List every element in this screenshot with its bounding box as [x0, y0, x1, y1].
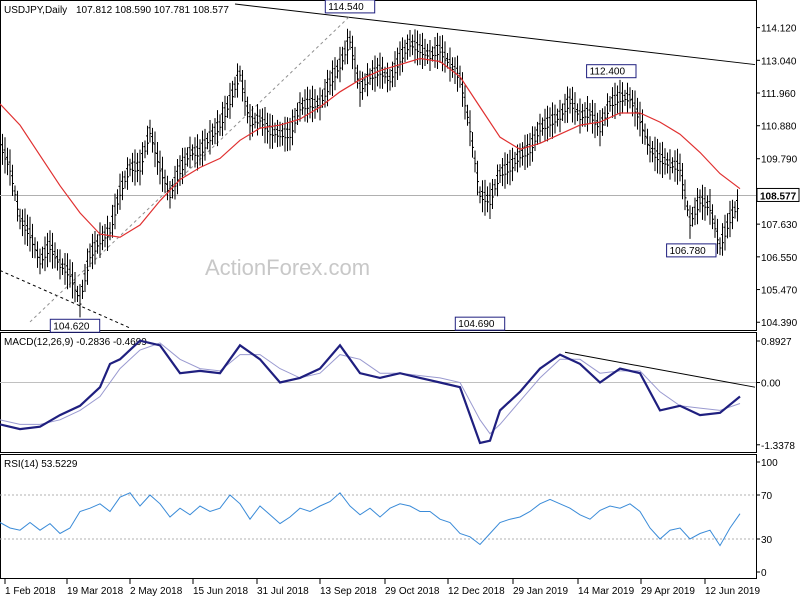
macd-layer: 0.8927 0.00 -1.3378: [0, 337, 795, 452]
rsi-line: [0, 492, 741, 547]
annotation-label: 104.690: [458, 319, 495, 330]
annotation-label: 114.540: [328, 2, 364, 13]
x-tick-label: 13 Sep 2018: [320, 586, 377, 597]
moving-average-line: [0, 57, 741, 238]
ohlc-header: 107.812 108.590 107.781 108.577: [76, 5, 229, 16]
x-tick-label: 29 Apr 2019: [641, 586, 695, 597]
macd-line: [0, 339, 741, 445]
annotation-label: 106.780: [670, 246, 707, 257]
macd-y-tick-label: 0.8927: [761, 337, 792, 348]
macd-header: MACD(12,26,9) -0.2836 -0.4699: [4, 337, 147, 348]
rsi-y-tick-label: 0: [761, 568, 767, 579]
trendline-0: [234, 3, 756, 66]
annotation-box: [324, 0, 376, 14]
x-tick-label: 12 Dec 2018: [448, 586, 505, 597]
rsi-header: RSI(14) 53.5229: [4, 459, 78, 470]
price-layer: 114.540 112.400 104.620 104.690 106.780 114.1…: [0, 0, 800, 333]
last-price-label: 108.577: [760, 191, 797, 202]
last-price-box: [756, 187, 800, 202]
x-tick-label: 15 Jun 2018: [193, 586, 248, 597]
x-tick-label: 1 Feb 2018: [5, 586, 56, 597]
price-y-tick-label: 106.550: [761, 253, 798, 264]
macd-y-tick-label: -1.3378: [761, 441, 795, 452]
x-tick-label: 14 Mar 2019: [578, 586, 635, 597]
trendline-2: [29, 15, 351, 323]
annotation-label: 104.620: [53, 321, 90, 332]
watermark: ActionForex.com: [205, 255, 370, 280]
macd-signal-line: [0, 342, 741, 435]
annotation-box: [586, 64, 637, 79]
annotation-label: 112.400: [590, 67, 626, 78]
rsi-y-tick-label: 30: [761, 535, 773, 546]
axis-layer: 1 Feb 2018 19 Mar 2018 2 May 2018 15 Jun 20…: [4, 579, 760, 597]
price-y-tick-label: 105.470: [761, 286, 798, 297]
x-tick-label: 19 Mar 2018: [67, 586, 124, 597]
annotation-box: [49, 318, 101, 333]
macd-trendline: [564, 351, 756, 388]
price-y-tick-label: 109.790: [761, 155, 798, 166]
rsi-panel: [0, 454, 757, 579]
x-tick-label: 31 Jul 2018: [257, 586, 309, 597]
price-y-tick-label: 113.040: [761, 56, 797, 67]
price-panel: [0, 0, 757, 331]
x-tick-label: 2 May 2018: [130, 586, 183, 597]
x-tick-label: 29 Oct 2018: [385, 586, 440, 597]
x-tick-label: 29 Jan 2019: [513, 586, 568, 597]
price-y-tick-label: 111.960: [761, 89, 796, 100]
price-y-tick-label: 104.390: [761, 318, 798, 329]
rsi-layer: 100 70 30 0: [0, 458, 778, 579]
annotation-box: [454, 316, 506, 331]
rsi-y-tick-label: 70: [761, 491, 773, 502]
rsi-y-tick-label: 100: [761, 458, 778, 469]
price-y-tick-label: 114.120: [761, 24, 797, 35]
symbol-header: USDJPY,Daily: [4, 5, 67, 16]
macd-panel: [0, 332, 757, 453]
price-y-tick-label: 107.630: [761, 220, 798, 231]
x-tick-label: 12 Jun 2019: [705, 586, 760, 597]
annotation-box: [666, 243, 717, 258]
price-y-tick-label: 110.880: [761, 122, 797, 133]
macd-y-tick-label: 0.00: [761, 379, 781, 390]
